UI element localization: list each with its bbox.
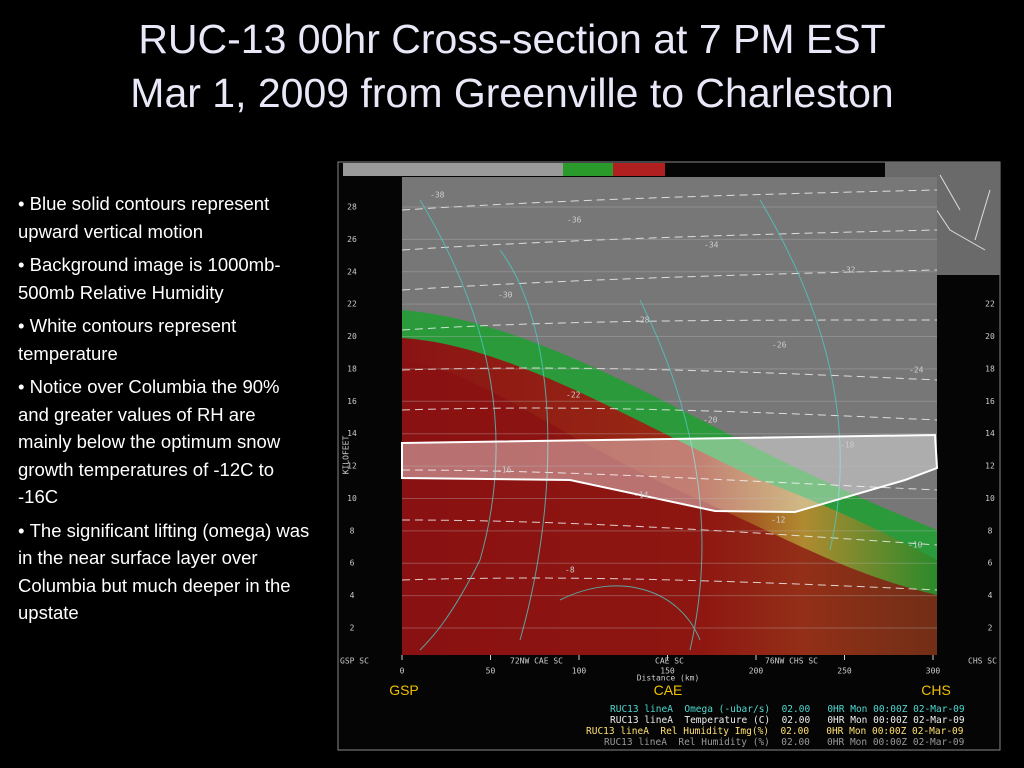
contour-label: -34 [704,241,719,250]
contour-label: -30 [498,291,513,300]
contour-label: -28 [635,316,650,325]
x-tick-label: 200 [749,667,764,676]
rh-red [402,360,937,655]
y-tick-label: 4 [988,591,993,600]
legend-line: RUC13 lineA Rel Humidity (%) 02.00 0HR M… [604,737,965,748]
contour-label: -20 [703,416,718,425]
bottom-label: CHS SC [968,657,997,666]
y-axis-label: KILOFEET [342,436,351,475]
x-axis-label: Distance (km) [637,674,700,683]
x-tick-label: 50 [486,667,496,676]
y-tick-label: 2 [350,624,355,633]
bottom-label: 76NW CHS SC [765,657,818,666]
y-tick-label: 4 [350,591,355,600]
title-line: Mar 1, 2009 from Greenville to Charlesto… [130,70,894,116]
y-tick-label: 22 [347,300,357,309]
bullet: The significant lifting (omega) was in t… [18,517,310,627]
snow-growth-zone [401,433,939,514]
contour-label: -16 [497,466,512,475]
contour-labels: -38 -36 -34 -32 -30 -28 -26 -24 -22 -20 -18 -16 -14 -… [430,191,924,575]
y-tick-label: 16 [347,397,357,406]
y-tick-label: 6 [988,559,993,568]
contour-label: -8 [565,566,575,575]
y-tick-label: 18 [347,364,357,373]
bottom-label: 72NW CAE SC [510,657,563,666]
contour-label: -12 [771,516,786,525]
y-tick-label: 28 [347,203,357,212]
x-tick-label: 0 [400,667,405,676]
contour-label: -36 [567,216,582,225]
station-label: CHS [921,682,951,698]
bottom-label: GSP SC [340,657,369,666]
y-tick-label: 6 [350,559,355,568]
y-tick-label: 20 [985,332,995,341]
title-line: RUC-13 00hr Cross-section at 7 PM EST [138,16,886,62]
contour-label: -22 [566,391,581,400]
contour-label: -10 [908,541,923,550]
bullet: White contours represent temperature [18,312,310,367]
contour-label: -18 [840,441,855,450]
y-tick-label: 22 [985,300,995,309]
station-label: CAE [654,682,683,698]
temperature-contours [401,189,938,591]
y-tick-label: 14 [985,429,995,438]
x-tick-label: 300 [926,667,941,676]
contour-label: -26 [772,341,787,350]
y-tick-label: 10 [985,494,995,503]
y-tick-label: 12 [985,462,995,471]
station-label: GSP [389,682,419,698]
x-tick-label: 150 [660,667,675,676]
contour-label: -32 [841,266,856,275]
y-tick-label: 8 [350,526,355,535]
bottom-label: CAE SC [655,657,684,666]
y-tick-label: 20 [347,332,357,341]
contour-label: -24 [909,366,924,375]
y-tick-label: 8 [988,526,993,535]
colorbar [343,163,665,176]
bullet: Background image is 1000mb-500mb Relativ… [18,251,310,306]
contour-label: -38 [430,191,445,200]
y-tick-label: 2 [988,624,993,633]
legend-line: RUC13 lineA Omega (-ubar/s) 02.00 0HR Mo… [610,704,965,715]
bullet-list: Blue solid contours represent upward ver… [18,190,310,633]
y-tick-label: 12 [347,462,357,471]
x-tick-label: 250 [837,667,852,676]
bullet: Blue solid contours represent upward ver… [18,190,310,245]
bullet: Notice over Columbia the 90% and greater… [18,373,310,511]
x-tick-label: 100 [572,667,587,676]
y-tick-label: 10 [347,494,357,503]
y-tick-label: 18 [985,364,995,373]
legend-line: RUC13 lineA Temperature (C) 02.00 0HR Mo… [610,715,965,726]
legend-line: RUC13 lineA Rel Humidity Img(%) 02.00 0H… [586,726,964,737]
y-tick-label: 24 [347,267,357,276]
contour-label: -14 [634,491,649,500]
y-tick-label: 26 [347,235,357,244]
y-tick-label: 16 [985,397,995,406]
y-tick-label: 14 [347,429,357,438]
title: RUC-13 00hr Cross-section at 7 PM EST Ma… [0,12,1024,120]
